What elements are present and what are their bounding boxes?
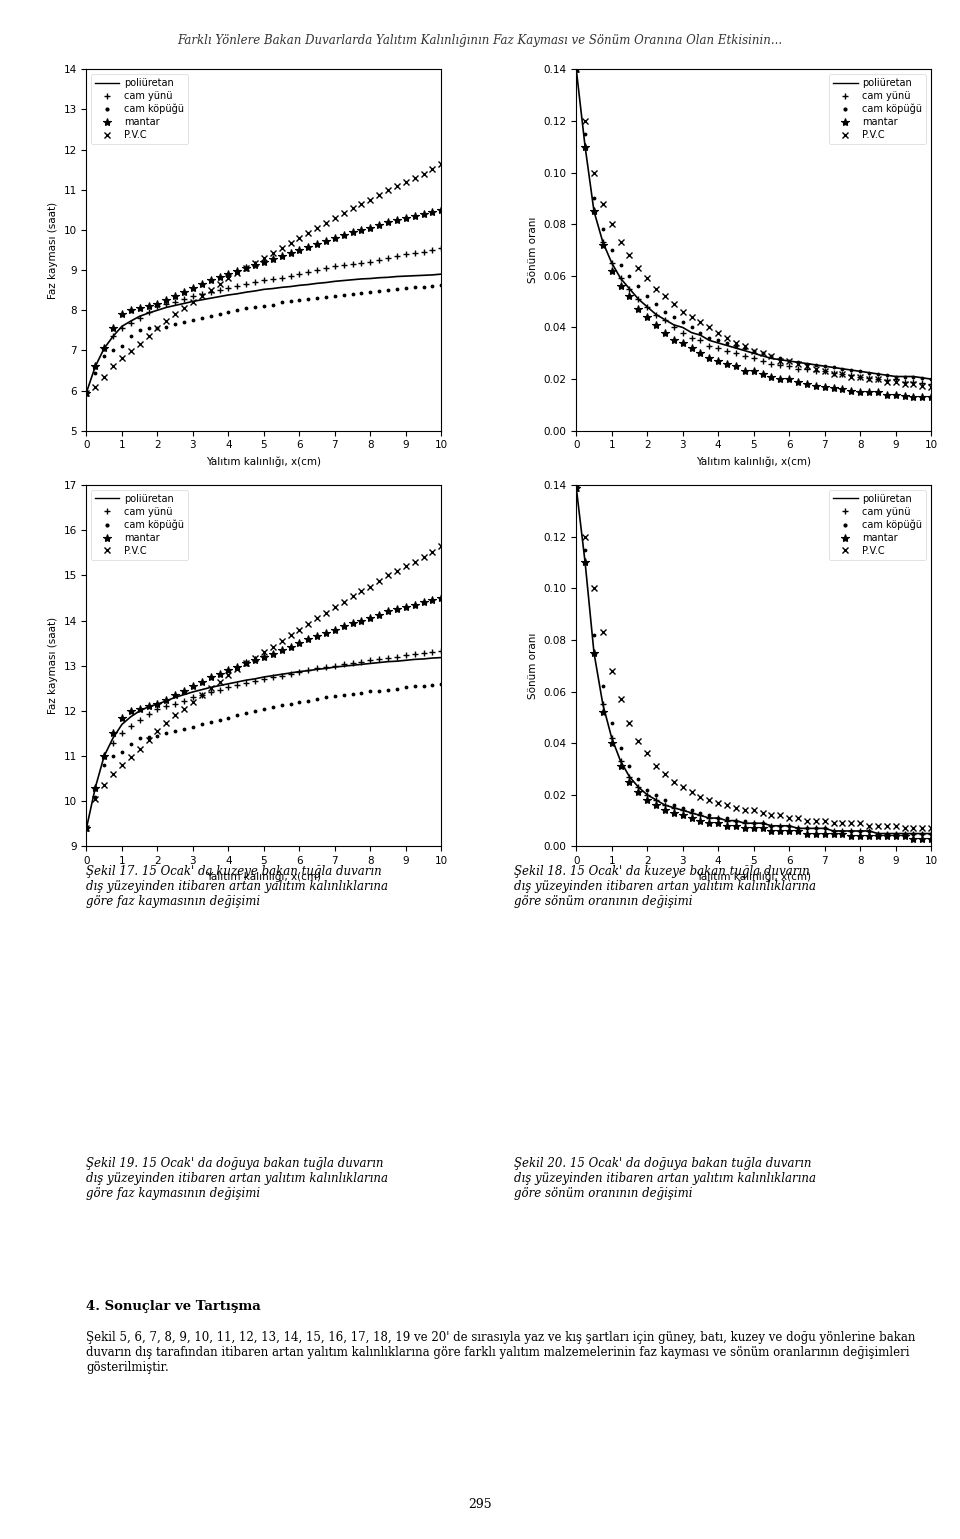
Text: Şekil 5, 6, 7, 8, 9, 10, 11, 12, 13, 14, 15, 16, 17, 18, 19 ve 20' de sırasıyla : Şekil 5, 6, 7, 8, 9, 10, 11, 12, 13, 14,… (86, 1331, 916, 1374)
Y-axis label: Sönüm oranı: Sönüm oranı (528, 217, 538, 283)
Y-axis label: Sönüm oranı: Sönüm oranı (528, 633, 538, 699)
Text: Farklı Yönlere Bakan Duvarlarda Yalıtım Kalınlığının Faz Kayması ve Sönüm Oranın: Farklı Yönlere Bakan Duvarlarda Yalıtım … (178, 34, 782, 46)
Legend: poliüretan, cam yünü, cam köpüğü, mantar, P.V.C: poliüretan, cam yünü, cam köpüğü, mantar… (91, 489, 188, 560)
Text: 295: 295 (468, 1499, 492, 1511)
X-axis label: Yalıtım kalınlığı, x(cm): Yalıtım kalınlığı, x(cm) (696, 456, 811, 466)
Legend: poliüretan, cam yünü, cam köpüğü, mantar, P.V.C: poliüretan, cam yünü, cam köpüğü, mantar… (91, 74, 188, 145)
Y-axis label: Faz kayması (saat): Faz kayması (saat) (48, 617, 58, 714)
X-axis label: Yalıtım kalınlığı, x(cm): Yalıtım kalınlığı, x(cm) (206, 871, 322, 882)
Text: 4. Sonuçlar ve Tartışma: 4. Sonuçlar ve Tartışma (86, 1300, 261, 1313)
Text: Şekil 20. 15 Ocak' da doğuya bakan tuğla duvarın
dış yüzeyinden itibaren artan y: Şekil 20. 15 Ocak' da doğuya bakan tuğla… (514, 1157, 816, 1200)
Y-axis label: Faz kayması (saat): Faz kayması (saat) (48, 202, 58, 299)
Text: Şekil 18. 15 Ocak' da kuzeye bakan tuğla duvarın
dış yüzeyinden itibaren artan y: Şekil 18. 15 Ocak' da kuzeye bakan tuğla… (514, 865, 816, 908)
X-axis label: Yalıtım kalınlığı, x(cm): Yalıtım kalınlığı, x(cm) (206, 456, 322, 466)
Legend: poliüretan, cam yünü, cam köpüğü, mantar, P.V.C: poliüretan, cam yünü, cam köpüğü, mantar… (829, 489, 926, 560)
Legend: poliüretan, cam yünü, cam köpüğü, mantar, P.V.C: poliüretan, cam yünü, cam köpüğü, mantar… (829, 74, 926, 145)
Text: Şekil 17. 15 Ocak' da kuzeye bakan tuğla duvarın
dış yüzeyinden itibaren artan y: Şekil 17. 15 Ocak' da kuzeye bakan tuğla… (86, 865, 389, 908)
X-axis label: Yalıtım kalınlığı, x(cm): Yalıtım kalınlığı, x(cm) (696, 871, 811, 882)
Text: Şekil 19. 15 Ocak' da doğuya bakan tuğla duvarın
dış yüzeyinden itibaren artan y: Şekil 19. 15 Ocak' da doğuya bakan tuğla… (86, 1157, 389, 1200)
